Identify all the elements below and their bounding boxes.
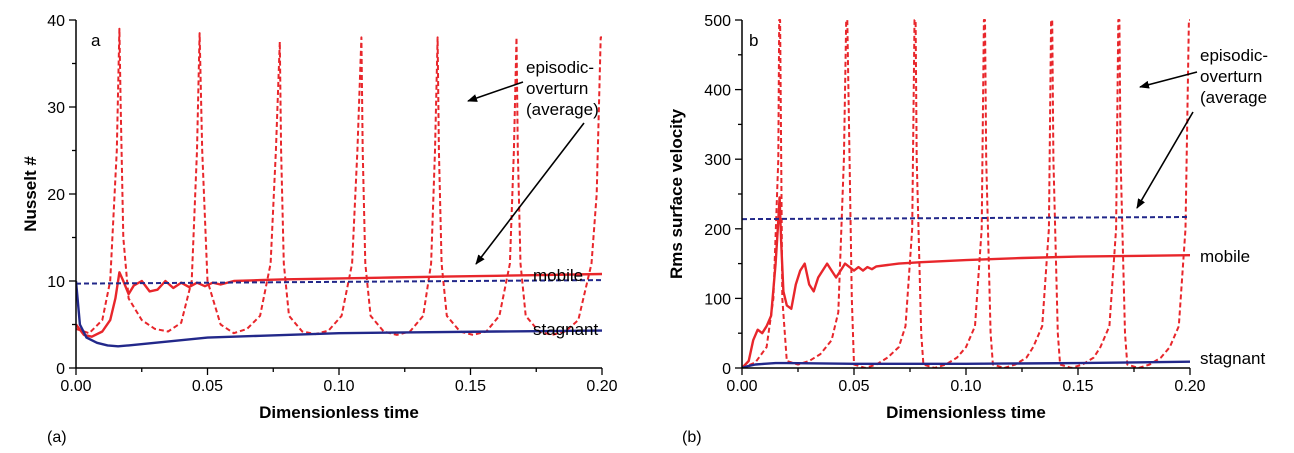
panel-a-annot-episodic-1: episodic- [526,58,594,77]
panel-b-series-layer [742,19,1191,368]
panel-a-annot-stagnant: stagnant [533,320,598,339]
panel-b-y-tick-label: 400 [704,83,731,100]
panel-b-arrow-average [1136,111,1194,209]
panel-a-arrow-average [475,122,585,265]
panel-a-series-mobile [76,271,603,338]
panel-a-annot-episodic-3: (average) [526,100,599,119]
panel-a-annot-mobile: mobile [533,266,583,285]
panel-a-y-tick-label: 10 [47,274,65,291]
panel-b-annot-episodic-1: episodic- [1200,46,1268,65]
panel-a-x-tick-label: 0.15 [455,378,486,395]
panel-a-series-stagnant [76,280,603,348]
panel-a-x-tick-label: 0.00 [60,378,91,395]
panel-b-y-tick-label: 100 [704,291,731,308]
panel-b-x-tick-label: 0.00 [726,378,757,395]
panel-a-series-episodic [76,27,602,336]
panel-b-series-episodic [742,19,1190,368]
panel-b-series-stagnant [742,360,1191,368]
panel-b-y-tick-label: 0 [722,361,731,378]
panel-a-ylabel: Nusselt # [21,156,40,232]
panel-b-y-tick-label: 300 [704,152,731,169]
panel-b-series-average [742,216,1191,221]
panel-b-annot-episodic-2: overturn [1200,67,1262,86]
panel-b-y-tick-label: 500 [704,13,731,30]
panel-a-letter: a [91,31,101,50]
panel-a-y-tick-label: 0 [56,361,65,378]
panel-a-axes: 0.00 0.05 0.10 0.15 0.20 0 10 20 30 40 [47,13,617,395]
panel-a-x-tick-label: 0.20 [586,378,617,395]
panel-b-ylabel: Rms surface velocity [667,108,686,279]
panel-b-series-mobile [742,196,1191,368]
panel-a-caption: (a) [47,429,67,446]
panel-b-axes: 0.00 0.05 0.10 0.15 0.20 0 100 200 300 400 500 [704,13,1205,395]
panel-a-series-layer [76,27,603,348]
panel-b-x-tick-label: 0.05 [838,378,869,395]
panel-a-arrow-episodic [467,81,524,102]
panel-b-arrow-episodic [1139,71,1198,89]
panel-a-annot-episodic-2: overturn [526,79,588,98]
panel-a-chart: 0.00 0.05 0.10 0.15 0.20 0 10 20 30 40 a Dimensio… [21,13,618,422]
panel-b-x-tick-label: 0.20 [1174,378,1205,395]
panel-a-y-tick-label: 20 [47,187,65,204]
panel-b-x-tick-label: 0.10 [950,378,981,395]
panel-a-x-tick-label: 0.05 [192,378,223,395]
panel-b-xlabel: Dimensionless time [886,403,1046,422]
panel-b-x-tick-label: 0.15 [1062,378,1093,395]
panel-b-annot-episodic-3: (average [1200,88,1267,107]
panel-a-y-tick-label: 30 [47,100,65,117]
panel-a-y-tick-label: 40 [47,13,65,30]
panel-a-x-tick-label: 0.10 [323,378,354,395]
panel-b-y-tick-label: 200 [704,222,731,239]
panel-b-annot-stagnant: stagnant [1200,349,1265,368]
panel-b-caption: (b) [682,429,702,446]
panel-b-letter: b [749,31,758,50]
panel-b-annot-mobile: mobile [1200,247,1250,266]
panel-a-xlabel: Dimensionless time [259,403,419,422]
panel-b-chart: 0.00 0.05 0.10 0.15 0.20 0 100 200 300 400 500 b D… [667,13,1268,422]
